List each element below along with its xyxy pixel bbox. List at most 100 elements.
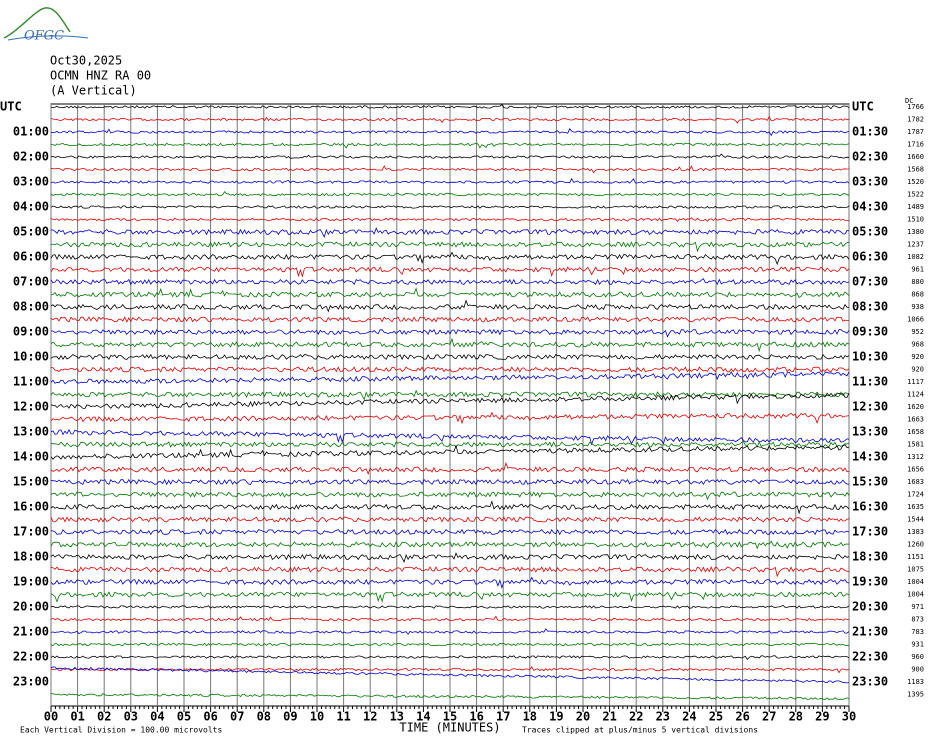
right-label: 10:30 bbox=[852, 350, 888, 364]
station: OCMN HNZ RA 00 bbox=[50, 69, 151, 83]
trace bbox=[50, 528, 850, 536]
trace bbox=[50, 392, 850, 409]
left-label: 13:00 bbox=[13, 425, 49, 439]
trace bbox=[50, 353, 850, 361]
offset-label: 1066 bbox=[907, 316, 924, 324]
trace bbox=[50, 217, 850, 223]
trace bbox=[50, 411, 850, 425]
left-label: 02:00 bbox=[13, 150, 49, 164]
x-tick-label: 17 bbox=[496, 710, 510, 724]
trace bbox=[50, 576, 850, 589]
trace bbox=[50, 287, 850, 299]
trace bbox=[50, 615, 849, 622]
offset-label: 971 bbox=[911, 603, 924, 611]
right-label: 14:30 bbox=[852, 450, 888, 464]
offset-label: 1782 bbox=[907, 116, 924, 124]
x-tick-label: 08 bbox=[257, 710, 271, 724]
offset-label: 1395 bbox=[907, 691, 924, 699]
offset-label: 1383 bbox=[907, 528, 924, 536]
trace bbox=[50, 205, 850, 209]
right-label: 22:30 bbox=[852, 650, 888, 664]
trace bbox=[50, 251, 850, 266]
offset-label: 1082 bbox=[907, 253, 924, 261]
x-tick-label: 19 bbox=[549, 710, 563, 724]
offset-label: 1151 bbox=[907, 553, 924, 561]
offset-label: 1237 bbox=[907, 241, 924, 249]
offset-label: 931 bbox=[911, 641, 924, 649]
trace bbox=[50, 566, 850, 578]
left-label: 04:00 bbox=[13, 200, 49, 214]
x-axis-label: TIME (MINUTES) bbox=[399, 721, 500, 735]
offset-label: 783 bbox=[911, 628, 924, 636]
x-tick-label: 22 bbox=[629, 710, 643, 724]
right-label: 01:30 bbox=[852, 125, 888, 139]
x-tick-label: 11 bbox=[336, 710, 350, 724]
x-tick-label: 06 bbox=[203, 710, 217, 724]
trace bbox=[50, 642, 850, 647]
x-tick-label: 15 bbox=[443, 710, 457, 724]
trace bbox=[50, 666, 850, 684]
x-tick-label: 30 bbox=[842, 710, 856, 724]
x-tick-label: 02 bbox=[97, 710, 111, 724]
offset-label: 1124 bbox=[907, 391, 924, 399]
right-label: 08:30 bbox=[852, 300, 888, 314]
right-label: UTC bbox=[852, 100, 874, 114]
x-tick-label: 23 bbox=[656, 710, 670, 724]
right-label: 03:30 bbox=[852, 175, 888, 189]
left-label: 06:00 bbox=[13, 250, 49, 264]
trace bbox=[50, 128, 850, 137]
left-label: 05:00 bbox=[13, 225, 49, 239]
offset-label: 1663 bbox=[907, 416, 924, 424]
left-label: 08:00 bbox=[13, 300, 49, 314]
x-tick-label: 10 bbox=[310, 710, 324, 724]
offset-label: 1522 bbox=[907, 191, 924, 199]
x-tick-label: 00 bbox=[44, 710, 58, 724]
trace bbox=[50, 299, 850, 313]
traces bbox=[50, 104, 850, 700]
x-tick-label: 04 bbox=[150, 710, 164, 724]
trace bbox=[50, 604, 850, 609]
x-tick-label: 03 bbox=[124, 710, 138, 724]
right-label: 05:30 bbox=[852, 225, 888, 239]
x-tick-label: 01 bbox=[70, 710, 84, 724]
offset-label: 1716 bbox=[907, 141, 924, 149]
offset-label: 920 bbox=[911, 366, 924, 374]
offset-label: 1787 bbox=[907, 128, 924, 136]
offset-label: 1581 bbox=[907, 441, 924, 449]
trace bbox=[50, 278, 850, 286]
trace bbox=[50, 540, 850, 550]
trace bbox=[50, 444, 850, 460]
offset-label: 900 bbox=[911, 666, 924, 674]
left-label: 01:00 bbox=[13, 125, 49, 139]
trace bbox=[50, 366, 850, 373]
trace bbox=[50, 241, 850, 253]
clip-note: Traces clipped at plus/minus 5 vertical … bbox=[522, 726, 758, 735]
left-label: 21:00 bbox=[13, 625, 49, 639]
trace bbox=[50, 316, 850, 323]
trace bbox=[50, 440, 850, 448]
offset-label: 1117 bbox=[907, 378, 924, 386]
x-tick-label: 07 bbox=[230, 710, 244, 724]
x-tick-label: 18 bbox=[523, 710, 537, 724]
x-tick-label: 16 bbox=[469, 710, 483, 724]
x-tick-label: 21 bbox=[602, 710, 616, 724]
trace bbox=[50, 591, 850, 603]
right-label: 15:30 bbox=[852, 475, 888, 489]
component: (A Vertical) bbox=[50, 84, 137, 98]
right-label: 19:30 bbox=[852, 575, 888, 589]
offset-label: 920 bbox=[911, 353, 924, 361]
logo: OFGC bbox=[3, 7, 89, 44]
right-label: 23:30 bbox=[852, 675, 888, 689]
labels: 00 01 02 03 04 05 06 07 08 09 10 11 12 13 14 15 16 17 18 19… bbox=[0, 100, 924, 724]
offset-label: 1489 bbox=[907, 203, 924, 211]
left-label: UTC bbox=[0, 100, 22, 114]
offset-label: 1004 bbox=[907, 591, 924, 599]
trace bbox=[50, 500, 850, 515]
trace bbox=[51, 328, 850, 338]
left-label: 11:00 bbox=[13, 375, 49, 389]
trace bbox=[50, 165, 850, 174]
right-label: 06:30 bbox=[852, 250, 888, 264]
trace bbox=[50, 115, 850, 124]
offset-label: 968 bbox=[911, 341, 924, 349]
